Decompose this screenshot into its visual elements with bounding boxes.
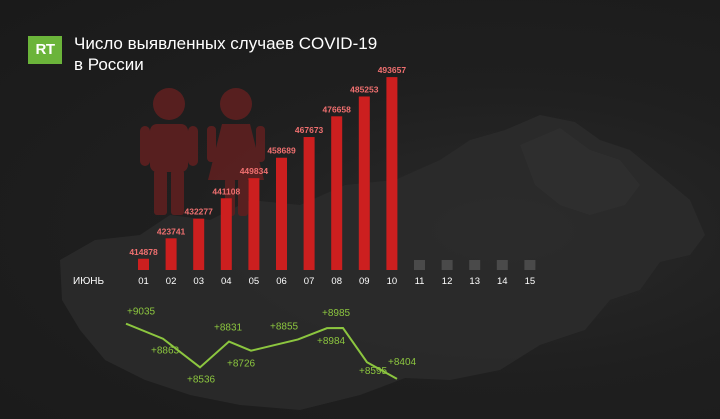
- bar-day-05: [248, 178, 260, 270]
- day-label-02: 02: [166, 276, 177, 287]
- bar-day-08: [331, 116, 343, 270]
- bar-day-02: [165, 238, 177, 270]
- bar-day-15: [524, 260, 536, 270]
- bar-value-label-03: 432277: [185, 207, 214, 217]
- day-label-12: 12: [442, 276, 453, 287]
- bars-group: [138, 77, 536, 270]
- bar-day-01: [138, 258, 149, 270]
- bar-day-11: [414, 260, 425, 270]
- day-label-11: 11: [415, 276, 425, 287]
- bar-value-label-09: 485253: [350, 84, 379, 94]
- day-label-08: 08: [331, 276, 342, 287]
- day-label-07: 07: [304, 276, 315, 287]
- increment-label-10: +8404: [388, 357, 417, 368]
- bar-day-12: [441, 260, 453, 270]
- increment-label-05: +8726: [227, 359, 256, 370]
- increment-label-02: +8863: [151, 346, 180, 357]
- day-tick-labels: 01 02 03 04 05 06 07 08 09 10 11 12 13 14 15: [138, 276, 535, 287]
- day-label-03: 03: [193, 276, 204, 287]
- daily-increment-line: [125, 322, 398, 380]
- increment-label-01: +9035: [127, 307, 156, 318]
- increment-label-08: +8985: [322, 308, 351, 319]
- day-label-10: 10: [387, 276, 398, 287]
- bar-value-label-10: 493657: [378, 65, 407, 75]
- increment-label-09: +8595: [359, 366, 388, 377]
- bar-day-04: [220, 198, 232, 270]
- bar-day-10: [386, 77, 398, 270]
- rt-logo: RT: [28, 36, 62, 64]
- day-label-04: 04: [221, 276, 232, 287]
- title-line-2: в России: [74, 55, 144, 74]
- bar-value-label-08: 476658: [323, 104, 352, 114]
- bar-day-13: [469, 260, 481, 270]
- people-silhouette-icon: [140, 88, 265, 216]
- bar-day-06: [276, 157, 287, 270]
- increment-label-04: +8831: [214, 323, 243, 334]
- increment-label-06: +8855: [270, 321, 299, 332]
- bar-value-label-02: 423741: [157, 226, 186, 236]
- bar-day-14: [496, 260, 508, 270]
- day-label-05: 05: [249, 276, 260, 287]
- daily-increment-labels: +9035 +8863 +8536 +8831 +8726 +8855 +8984 +8985…: [127, 307, 417, 386]
- bar-day-03: [193, 218, 205, 270]
- bar-day-07: [303, 137, 315, 270]
- bar-value-label-04: 441108: [212, 186, 240, 196]
- chart-title: Число выявленных случаев COVID-19 в Росс…: [74, 33, 394, 75]
- bar-value-label-01: 414878: [129, 247, 158, 257]
- title-line-1: Число выявленных случаев COVID-19: [74, 34, 378, 53]
- increment-label-03: +8536: [187, 374, 216, 385]
- day-label-01: 01: [138, 276, 149, 287]
- bar-value-label-06: 458689: [267, 146, 296, 156]
- bar-value-label-07: 467673: [295, 125, 324, 135]
- day-label-14: 14: [497, 276, 508, 287]
- day-label-09: 09: [359, 276, 370, 287]
- increment-label-07: +8984: [317, 336, 346, 347]
- day-label-13: 13: [469, 276, 480, 287]
- day-label-15: 15: [525, 276, 536, 287]
- month-axis-label: ИЮНЬ: [73, 276, 105, 287]
- day-label-06: 06: [276, 276, 287, 287]
- bar-day-09: [358, 96, 370, 270]
- bar-value-label-05: 449834: [240, 166, 269, 176]
